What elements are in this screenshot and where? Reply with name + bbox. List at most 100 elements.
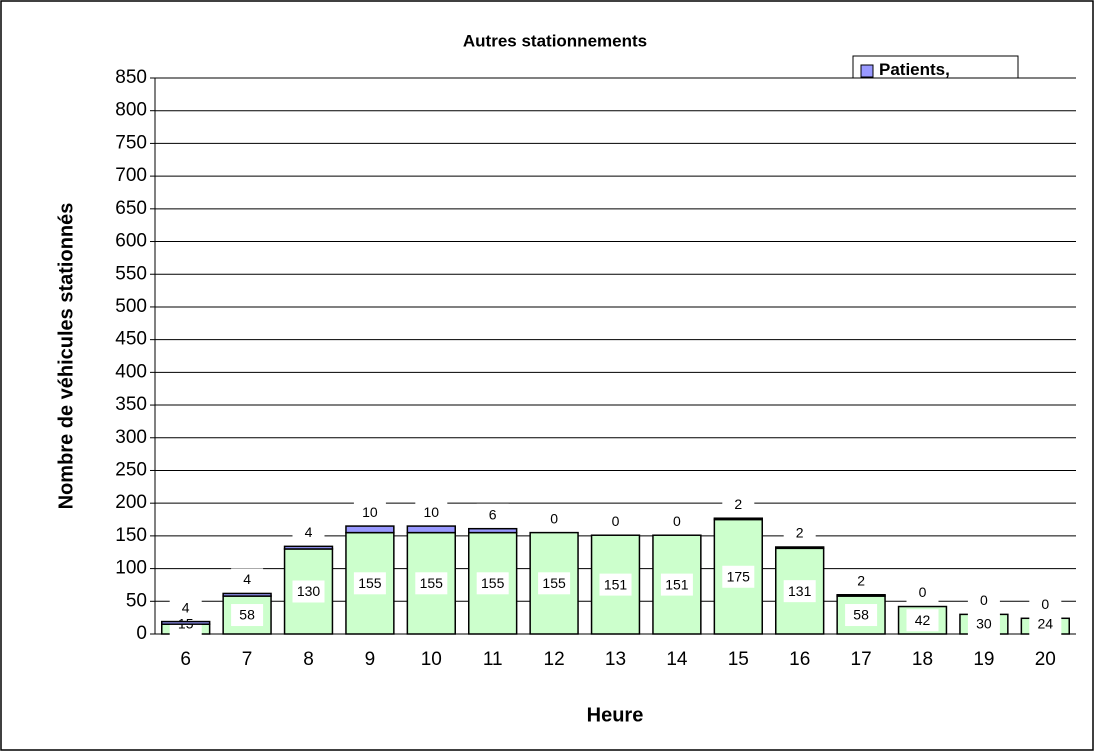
x-tick-label: 6 [180, 649, 191, 670]
x-tick-label: 11 [483, 649, 503, 670]
data-label-bg [538, 507, 571, 530]
data-label: 151 [604, 576, 628, 592]
y-tick-label: 350 [115, 394, 147, 415]
x-tick-label: 14 [666, 649, 688, 670]
y-tick-label: 850 [115, 67, 147, 88]
bar-segment [283, 545, 334, 550]
data-label-bg [906, 609, 939, 632]
chart-title: Autres stationnements [463, 31, 647, 50]
data-label-bg [967, 613, 1000, 635]
bar-segment [775, 546, 825, 550]
y-tick-label: 550 [115, 263, 147, 284]
x-tick-label: 8 [303, 649, 314, 670]
data-label-bg [1029, 593, 1062, 616]
data-label-bg [169, 596, 202, 619]
data-label-bg [599, 510, 632, 533]
data-label: 0 [612, 513, 620, 529]
y-tick-label: 650 [115, 198, 147, 219]
y-tick-label: 750 [115, 132, 147, 153]
y-tick-label: 450 [115, 329, 147, 350]
data-label-bg [231, 568, 264, 591]
data-label-bg [292, 521, 325, 544]
data-label: 4 [305, 524, 313, 540]
data-label: 30 [976, 616, 992, 632]
x-tick-label: 12 [544, 649, 565, 670]
x-tick-label: 10 [421, 649, 442, 670]
data-label-bg [476, 572, 509, 595]
data-label: 155 [542, 575, 566, 591]
data-label-bg [845, 604, 878, 627]
data-label: 2 [857, 572, 865, 588]
data-label-bg [722, 493, 755, 516]
y-tick-label: 250 [115, 459, 147, 480]
bar-segment [836, 594, 886, 597]
data-label-bg [722, 565, 755, 588]
data-label: 6 [489, 506, 497, 522]
y-tick-label: 800 [115, 100, 147, 121]
x-tick-label: 20 [1035, 649, 1056, 670]
data-label-bg [783, 522, 816, 545]
x-tick-label: 16 [789, 649, 810, 670]
data-label: 155 [420, 575, 444, 591]
data-label: 151 [665, 576, 689, 592]
bar-segment [713, 517, 763, 521]
bar-segment [468, 527, 518, 534]
data-label-bg [660, 573, 693, 596]
y-tick-label: 0 [136, 623, 147, 644]
data-label-bg [538, 572, 571, 595]
data-label: 155 [481, 575, 505, 591]
y-tick-label: 300 [115, 427, 147, 448]
legend-swatch [860, 64, 874, 78]
y-tick-label: 700 [115, 165, 147, 186]
data-label: 2 [796, 525, 804, 541]
data-label-bg [231, 604, 264, 627]
x-tick-label: 13 [605, 649, 626, 670]
data-label: 58 [239, 607, 255, 623]
x-tick-label: 19 [973, 649, 994, 670]
data-label: 58 [853, 607, 869, 623]
x-axis-label: Heure [587, 704, 644, 726]
data-label-bg [906, 581, 939, 604]
data-label-bg [415, 501, 448, 524]
data-label: 0 [919, 584, 927, 600]
data-label: 155 [358, 575, 382, 591]
data-label: 4 [243, 571, 251, 587]
data-label-bg [783, 580, 816, 603]
bar-segment [345, 525, 395, 534]
data-label: 42 [915, 612, 931, 628]
data-label: 0 [980, 592, 988, 608]
data-label-bg [415, 572, 448, 595]
data-label: 10 [424, 504, 440, 520]
data-label-bg [599, 573, 632, 596]
y-tick-label: 500 [115, 296, 147, 317]
data-label-bg [967, 589, 1000, 612]
data-label-bg [660, 510, 693, 533]
y-tick-label: 400 [115, 361, 147, 382]
y-tick-label: 50 [126, 590, 147, 611]
bar-segment [406, 525, 456, 534]
data-label: 0 [673, 513, 681, 529]
y-tick-label: 100 [115, 558, 147, 579]
y-tick-label: 600 [115, 231, 147, 252]
data-label: 131 [788, 583, 812, 599]
y-tick-label: 150 [115, 525, 147, 546]
bar-segment [161, 620, 211, 625]
data-label: 130 [297, 583, 321, 599]
data-label: 10 [362, 504, 378, 520]
x-tick-label: 9 [365, 649, 376, 670]
data-label-bg [476, 503, 509, 526]
data-label-bg [353, 501, 386, 524]
data-label-bg [845, 569, 878, 592]
bar-segment [222, 592, 272, 597]
data-label-bg [353, 572, 386, 595]
data-label-bg [292, 580, 325, 603]
x-tick-label: 15 [728, 649, 749, 670]
data-label: 2 [734, 496, 742, 512]
x-tick-label: 7 [242, 649, 253, 670]
x-tick-label: 17 [851, 649, 872, 670]
data-label: 0 [550, 510, 558, 526]
y-axis-label: Nombre de véhicules stationnés [55, 203, 77, 510]
data-label-bg [1029, 613, 1062, 635]
data-label: 4 [182, 599, 190, 615]
